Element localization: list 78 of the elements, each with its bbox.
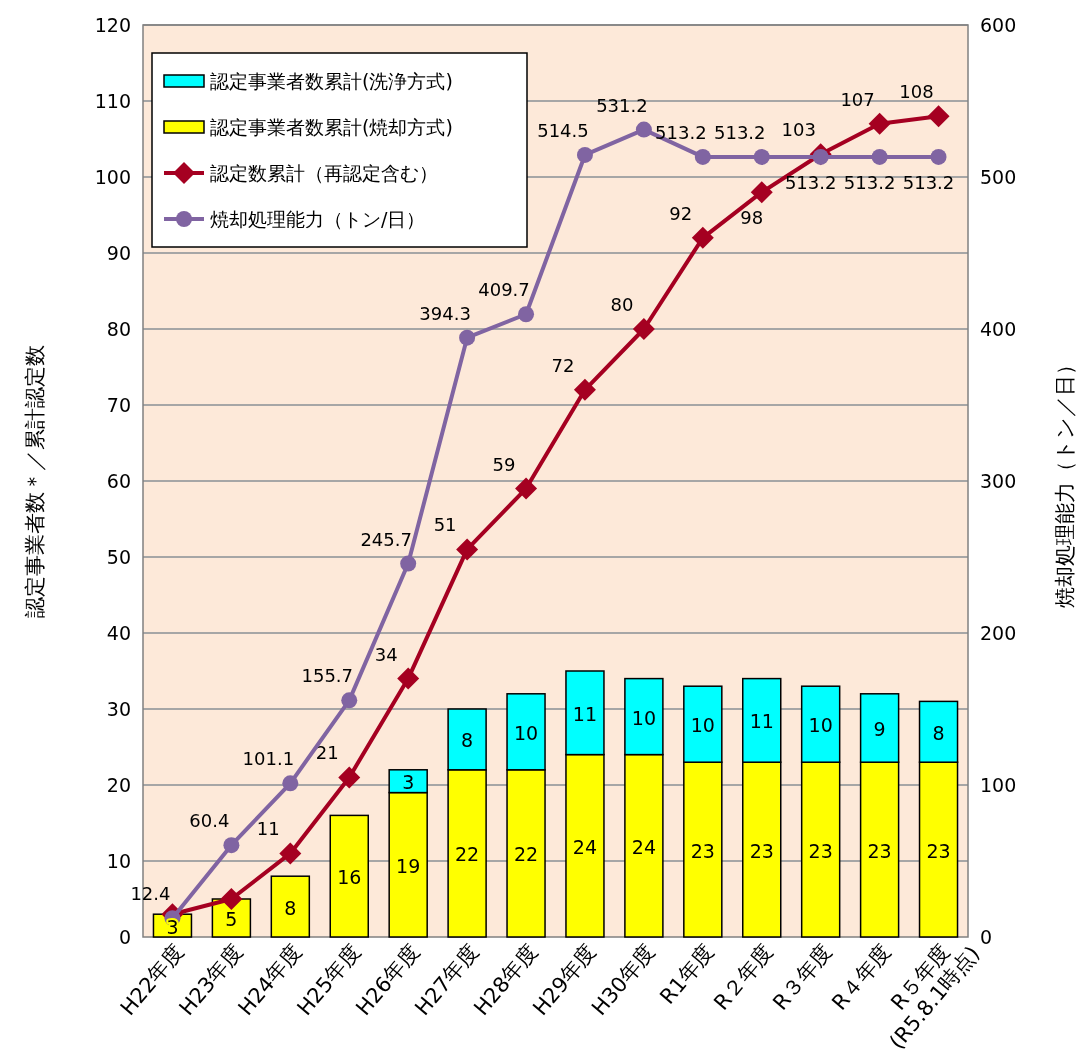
data-label: 155.7 (301, 665, 354, 687)
point (220, 888, 243, 910)
point (576, 146, 593, 163)
point (515, 477, 538, 500)
y2-tick-label: 0 (980, 926, 993, 948)
data-label: 59 (492, 453, 516, 475)
y2-tick-label: 500 (980, 166, 1017, 188)
data-label: 409.7 (478, 279, 530, 301)
point (694, 148, 711, 165)
y2-tick-label: 100 (980, 774, 1017, 796)
bar (329, 814, 369, 938)
y-tick-label: 0 (118, 926, 131, 948)
y-tick-label: 60 (106, 470, 131, 492)
legend-label: 認定数累計（再認定含む） (210, 162, 438, 184)
point (691, 226, 714, 249)
y-tick-label: 120 (94, 14, 131, 36)
y-tick-label: 10 (106, 850, 131, 872)
y2-tick-label: 200 (980, 622, 1017, 644)
y-tick-label: 90 (106, 242, 131, 264)
point (400, 555, 417, 572)
data-label: 21 (315, 742, 339, 764)
y-tick-label: 80 (106, 318, 131, 340)
y-tick-label: 20 (106, 774, 131, 796)
y-tick-label: 50 (106, 546, 131, 568)
y-axis-title: 認定事業者数＊／累計認定数 (23, 344, 47, 618)
y2-tick-label: 600 (980, 14, 1017, 36)
point (632, 318, 655, 340)
y-tick-label: 40 (106, 622, 131, 644)
point (223, 837, 240, 854)
legend-label: 焼却処理能力（トン/日） (210, 208, 426, 230)
point (282, 775, 299, 792)
y-tick-label: 70 (106, 394, 131, 416)
data-label: 513.2 (902, 171, 955, 193)
data-label: 60.4 (189, 810, 230, 832)
y-tick-label: 30 (106, 698, 131, 720)
data-label: 513.2 (713, 121, 766, 143)
point (750, 181, 773, 204)
point (868, 112, 891, 135)
point (518, 306, 535, 323)
data-label: 103 (781, 119, 816, 141)
point (871, 148, 888, 165)
legend-label: 認定事業者数累計(洗浄方式) (210, 70, 453, 92)
point (573, 378, 596, 401)
data-label: 513.2 (655, 121, 707, 143)
bar (270, 875, 311, 938)
data-label: 34 (374, 643, 398, 665)
data-label: 92 (669, 202, 693, 224)
point (456, 538, 479, 561)
y2-tick-label: 300 (980, 470, 1017, 492)
data-label: 108 (899, 81, 934, 103)
point (338, 766, 361, 789)
data-label: 101.1 (242, 748, 295, 770)
data-label: 514.5 (537, 119, 589, 141)
data-label: 80 (610, 294, 634, 315)
data-label: 98 (740, 207, 764, 229)
point (459, 329, 476, 346)
point (397, 667, 420, 690)
point (927, 105, 950, 128)
data-label: 513.2 (784, 171, 837, 193)
data-label: 394.3 (419, 302, 471, 324)
data-label: 531.2 (596, 94, 648, 116)
legend-label: 認定事業者数累計(焼却方式) (210, 116, 453, 138)
data-label: 513.2 (843, 171, 896, 193)
data-label: 51 (433, 514, 457, 536)
data-label: 11 (256, 818, 280, 840)
data-label: 107 (840, 88, 875, 110)
point (753, 148, 770, 165)
point (930, 148, 947, 165)
data-label: 245.7 (360, 528, 412, 550)
y2-axis-title: 焼却処理能力（トン／日） (1053, 354, 1077, 608)
data-label: 12.4 (130, 883, 171, 905)
y-tick-label: 110 (94, 90, 131, 112)
point (341, 692, 358, 709)
point (279, 842, 302, 865)
data-label: 72 (551, 354, 575, 376)
y-tick-label: 100 (94, 166, 131, 188)
y2-tick-label: 400 (980, 318, 1017, 340)
point (635, 121, 652, 138)
